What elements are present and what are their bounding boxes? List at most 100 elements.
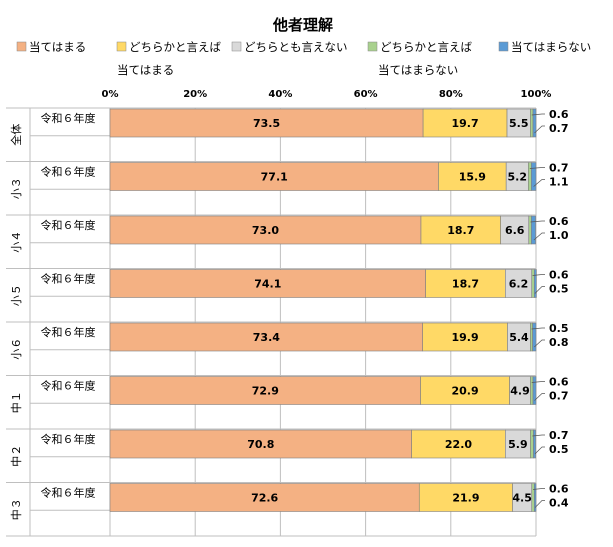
data-label: 0.5: [549, 443, 569, 456]
data-label: 72.9: [252, 385, 279, 398]
leader-line: [532, 434, 545, 437]
data-label: 4.9: [510, 385, 530, 398]
legend-label-0: 当てはまる: [29, 40, 86, 54]
data-label: 73.5: [253, 117, 280, 130]
bar-segment-1: [422, 108, 508, 138]
data-label: 6.2: [509, 278, 529, 291]
data-label: 77.1: [261, 171, 288, 184]
bar-segment-0: [109, 376, 421, 405]
leader-line: [534, 500, 545, 508]
bar-segment-1: [425, 269, 506, 298]
category-label: 令和６年度: [41, 165, 96, 179]
group-label: 小３: [10, 177, 23, 199]
group-label: 中３: [10, 498, 23, 520]
bar-segment-3: [530, 376, 534, 405]
data-label: 0.8: [549, 336, 569, 349]
leader-line: [534, 125, 545, 134]
category-label: 令和６年度: [41, 379, 96, 393]
leader-line: [530, 220, 545, 223]
data-label: 0.7: [549, 390, 569, 403]
data-label: 0.6: [549, 483, 569, 496]
bar-segment-4: [533, 483, 537, 512]
group-label: 小６: [10, 338, 23, 360]
bar-segment-3: [530, 429, 534, 459]
group-label: 全体: [9, 124, 23, 146]
bar-segment-2: [500, 215, 530, 245]
leader-line: [532, 488, 545, 490]
bar-segment-3: [528, 215, 532, 245]
chart-title: 他者理解: [272, 16, 333, 34]
data-label: 18.7: [452, 278, 479, 291]
data-label: 20.9: [452, 385, 479, 398]
data-label: 21.9: [452, 492, 479, 505]
data-label: 0.6: [549, 269, 569, 282]
bar-segment-1: [420, 376, 510, 405]
data-label: 18.7: [447, 224, 474, 237]
leader-line: [534, 286, 545, 294]
x-tick-label: 40%: [268, 89, 292, 100]
category-label: 令和６年度: [41, 486, 96, 500]
legend-swatch-3: [367, 41, 378, 52]
data-label: 4.5: [512, 492, 532, 505]
leader-line: [533, 179, 545, 187]
data-label: 0.5: [549, 322, 569, 335]
legend-label-3: どちらかと言えば当てはまらない: [378, 40, 472, 77]
category-label: 令和６年度: [41, 272, 96, 286]
data-label: 74.1: [254, 278, 281, 291]
bar-segment-4: [533, 429, 536, 459]
category-label: 令和６年度: [41, 218, 96, 232]
legend-swatch-0: [16, 41, 27, 52]
category-label: 令和６年度: [41, 432, 96, 446]
leader-line: [531, 113, 545, 116]
data-label: 70.8: [247, 438, 274, 451]
data-label: 19.7: [452, 117, 479, 130]
bar-segment-4: [532, 376, 537, 405]
bar-segment-0: [109, 108, 424, 138]
x-tick-label: 0%: [102, 89, 119, 100]
bar-segment-1: [438, 162, 507, 191]
leader-line: [533, 232, 545, 241]
group-label: 小４: [10, 231, 23, 253]
data-label: 22.0: [445, 438, 472, 451]
data-label: 19.9: [452, 331, 479, 344]
bar-segment-0: [109, 322, 423, 352]
data-label: 72.6: [251, 492, 278, 505]
data-label: 0.7: [549, 122, 569, 135]
data-label: 0.6: [549, 108, 569, 121]
data-labels: 73.5 19.7 5.50.60.777.1 15.9 5.20.71.173.0 18…: [247, 108, 569, 510]
bar-segment-4: [531, 162, 537, 191]
bar-segment-2: [505, 429, 531, 459]
x-axis-ticks: 0% 20% 40% 60% 80% 100%: [102, 89, 552, 100]
bar-segment-3: [531, 269, 535, 298]
bar-segment-3: [531, 483, 535, 512]
leader-line: [531, 327, 545, 330]
data-label: 0.7: [549, 429, 569, 442]
bar-segment-4: [532, 108, 537, 138]
leader-line: [534, 339, 545, 348]
data-label: 5.2: [508, 171, 528, 184]
legend-label-2: どちらとも言えない: [244, 40, 348, 54]
bar-segment-4: [533, 269, 537, 298]
legend: 当てはまる どちらかと言えば当てはまる どちらとも言えない どちらかと言えば当てはまら…: [16, 40, 591, 77]
data-label: 0.6: [549, 376, 569, 389]
bar-segment-3: [530, 108, 534, 138]
x-tick-label: 80%: [439, 89, 463, 100]
legend-label-1: どちらかと言えば当てはまる: [117, 40, 221, 77]
bar-segment-1: [411, 429, 506, 459]
bar-segment-2: [505, 269, 533, 298]
legend-swatch-1: [116, 41, 127, 52]
bar-segment-1: [418, 483, 513, 512]
bar-segment-4: [532, 322, 537, 352]
data-label: 73.4: [253, 331, 280, 344]
category-label: 令和６年度: [41, 111, 96, 125]
bar-segment-1: [422, 322, 508, 352]
x-tick-label: 20%: [183, 89, 207, 100]
bar-segment-4: [531, 215, 536, 245]
bar-segment-1: [420, 215, 501, 245]
x-tick-label: 60%: [354, 89, 378, 100]
data-label: 5.9: [508, 438, 528, 451]
data-label: 0.4: [549, 497, 569, 510]
leader-line: [529, 167, 545, 169]
legend-label-4: 当てはまらない: [511, 40, 591, 54]
